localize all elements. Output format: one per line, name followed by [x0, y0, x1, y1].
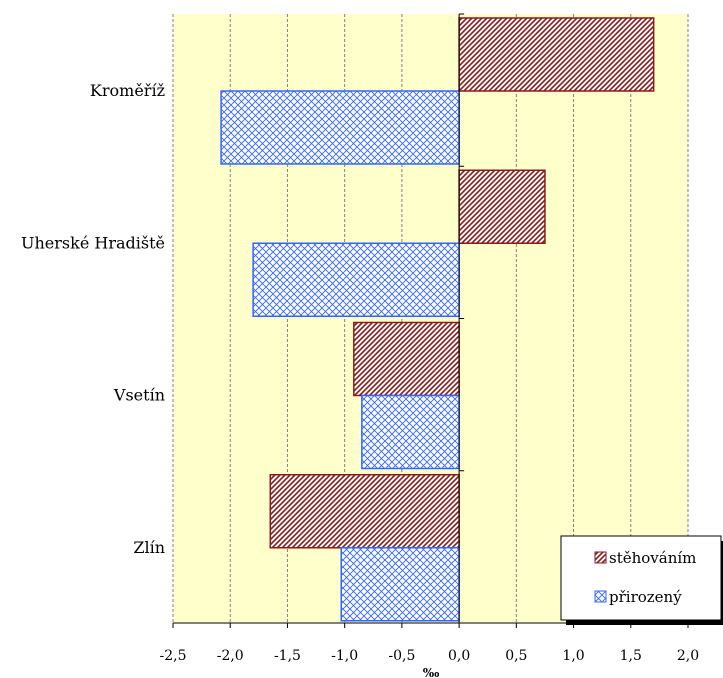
x-axis-title: ‰ — [423, 666, 440, 678]
bar-stehovanim-zlin — [269, 474, 460, 549]
bar-prirozeny-vsetin — [361, 394, 460, 470]
x-tick-label: 2,0 — [677, 648, 699, 664]
x-tick-label: -2,0 — [217, 648, 244, 664]
x-tick-label: -1,5 — [274, 648, 301, 664]
category-label-zlin: Zlín — [133, 538, 165, 557]
x-tick-label: -0,5 — [388, 648, 415, 664]
bar-prirozeny-kromeriz — [220, 90, 460, 165]
category-label-uherske-hradiste: Uherské Hradiště — [21, 233, 165, 252]
tick-labels: -2,5 -2,0 -1,5 -1,0 -0,5 0,0 0,5 1,0 1,5 2,0 — [160, 648, 700, 664]
x-tick-label: 0,5 — [505, 648, 527, 664]
x-tick-label: 1,0 — [562, 648, 584, 664]
x-tick-label: -2,5 — [160, 648, 187, 664]
bars — [220, 17, 655, 622]
x-tick-label: -1,0 — [331, 648, 358, 664]
category-labels: Kroměříž Uherské Hradiště Vsetín Zlín — [21, 81, 165, 557]
legend: stěhováním přirozený — [560, 535, 723, 625]
bar-stehovanim-uherske-hradiste — [458, 169, 546, 244]
bar-stehovanim-kromeriz — [458, 17, 655, 92]
legend-swatch-stehovanim — [594, 551, 607, 564]
bar-prirozeny-uherske-hradiste — [252, 242, 460, 317]
x-tick-label: 0,0 — [448, 648, 470, 664]
bar-stehovanim-vsetin — [353, 321, 460, 397]
category-label-kromeriz: Kroměříž — [90, 81, 165, 100]
category-label-vsetin: Vsetín — [113, 386, 165, 405]
legend-box — [560, 535, 722, 621]
legend-swatch-prirozeny — [594, 590, 607, 603]
legend-label-prirozeny: přirozený — [609, 588, 682, 606]
legend-label-stehovanim: stěhováním — [609, 549, 696, 567]
x-tick-label: 1,5 — [620, 648, 642, 664]
bar-prirozeny-zlin — [340, 547, 460, 622]
